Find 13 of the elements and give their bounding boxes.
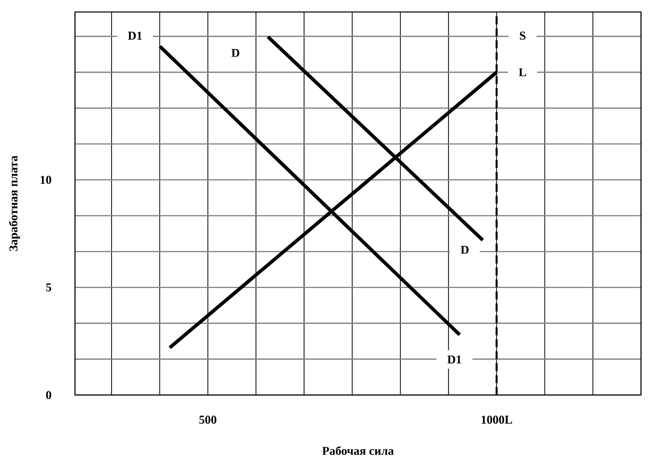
x-tick-label: 500: [199, 416, 216, 424]
annotation: D1: [128, 32, 142, 40]
x-axis-title: Рабочая сила: [322, 446, 394, 455]
annotation: S: [520, 32, 526, 40]
x-tick-label: 1000L: [482, 416, 512, 424]
y-tick-label: 0: [46, 390, 52, 400]
annotation: L: [518, 68, 526, 76]
y-tick-label: 5: [46, 283, 52, 292]
annotation: D: [460, 246, 469, 254]
annotation: D1: [447, 356, 462, 364]
annotation: D: [231, 48, 240, 57]
y-axis-title: Заработная плата: [8, 156, 20, 251]
y-tick-label: 10: [40, 176, 52, 184]
